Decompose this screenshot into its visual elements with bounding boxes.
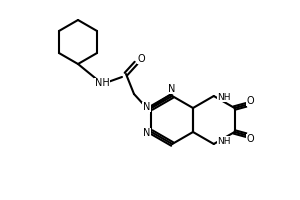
Text: S: S [143,103,149,113]
Text: NH: NH [217,136,230,146]
Text: N: N [167,84,175,94]
Text: NH: NH [217,92,230,102]
Text: O: O [247,96,254,106]
Text: NH: NH [94,78,110,88]
Text: O: O [137,54,145,64]
Text: N: N [143,102,150,112]
Text: O: O [247,134,254,144]
Text: N: N [143,128,150,138]
